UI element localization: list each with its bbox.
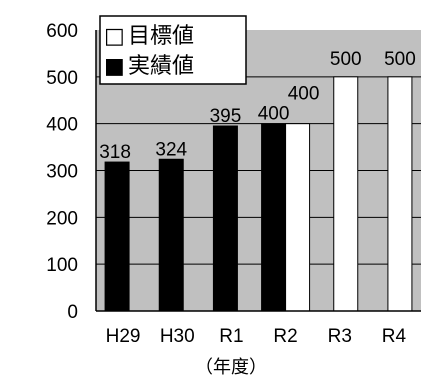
data-label: 400 <box>288 84 320 105</box>
legend-actual-label: 実績値 <box>128 54 194 79</box>
data-label: 324 <box>155 139 187 160</box>
y-tick-label: 600 <box>46 21 78 42</box>
data-label: 395 <box>210 106 242 127</box>
y-tick-label: 500 <box>46 68 78 89</box>
legend-actual-symbol: ■ <box>104 54 125 79</box>
y-tick-label: 100 <box>46 255 78 276</box>
y-tick-label: 0 <box>67 302 78 323</box>
bar-actual-R1 <box>212 125 238 312</box>
x-tick-label: R1 <box>219 326 243 347</box>
legend-box <box>99 15 247 85</box>
y-tick-label: 300 <box>46 162 78 183</box>
bar-actual-R2 <box>261 123 287 312</box>
x-tick-label: R4 <box>382 326 407 347</box>
bar-target-R2 <box>285 123 311 312</box>
legend-target-symbol: □ <box>104 24 125 49</box>
bar-actual-H30 <box>158 158 184 312</box>
bar-actual-H29 <box>104 161 130 312</box>
data-label: 500 <box>384 49 416 70</box>
x-tick-label: H29 <box>106 326 141 347</box>
y-tick-label: 400 <box>46 115 78 136</box>
x-tick-label: R3 <box>328 326 352 347</box>
bar-target-R4 <box>387 76 413 312</box>
x-tick-label: H30 <box>160 326 195 347</box>
x-tick-label: R2 <box>273 326 297 347</box>
y-tick-label: 200 <box>46 208 78 229</box>
data-label: 400 <box>258 104 290 125</box>
legend-target-label: 目標値 <box>128 24 194 49</box>
data-label: 318 <box>99 142 131 163</box>
bar-target-R3 <box>333 76 359 312</box>
data-label: 500 <box>330 49 362 70</box>
legend: □ 目標値 ■ 実績値 <box>99 15 247 85</box>
x-axis-title: （年度） <box>195 357 267 378</box>
